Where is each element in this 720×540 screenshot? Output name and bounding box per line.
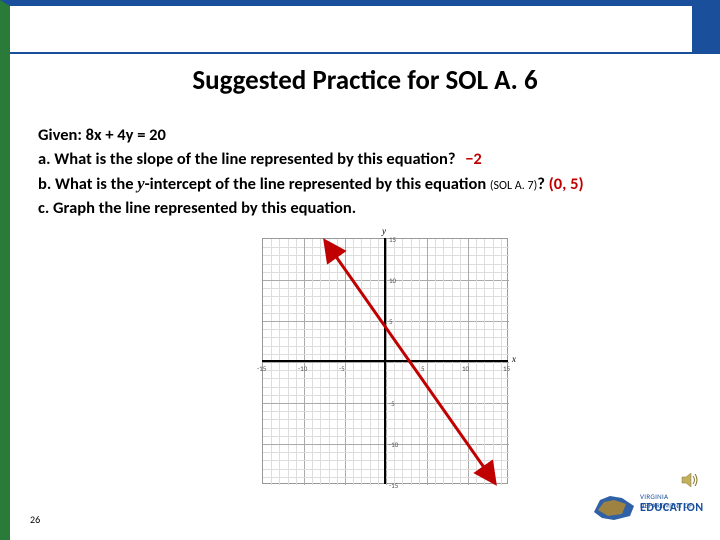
given-row: Given: 8x + 4y = 20	[38, 124, 710, 146]
page-title: Suggested Practice for SOL A. 6	[10, 64, 720, 97]
item-b-solref: (SOL A. 7)	[490, 179, 537, 193]
graph-line	[330, 248, 490, 476]
item-c-label: c.	[38, 198, 49, 218]
item-b-mid: -intercept of the line represented by th…	[145, 174, 490, 194]
virginia-shape-icon	[592, 492, 636, 522]
item-b-answer: (0, 5)	[549, 174, 584, 194]
item-b-y: y	[137, 174, 144, 193]
slide: Suggested Practice for SOL A. 6 Given: 8…	[0, 0, 720, 540]
graph-line-svg	[262, 238, 508, 484]
y-axis-label: y	[382, 226, 386, 236]
x-axis-label: x	[512, 354, 516, 364]
graph: -15-15-10-10-5-55510101515 x y	[262, 238, 508, 484]
item-a-answer: −2	[465, 149, 482, 169]
item-b-prefix: What is the	[55, 174, 137, 194]
logo-line2: EDUCATION	[640, 501, 704, 515]
given-label: Given:	[38, 125, 82, 145]
page-number: 26	[30, 513, 40, 526]
item-c: c. Graph the line represented by this eq…	[38, 197, 710, 219]
item-b-label: b.	[38, 174, 51, 194]
vdoe-logo: VIRGINIA DEPARTMENT OF EDUCATION	[592, 488, 702, 530]
item-a: a. What is the slope of the line represe…	[38, 148, 710, 170]
item-c-text: Graph the line represented by this equat…	[53, 198, 356, 218]
item-b-qmark: ?	[537, 174, 548, 194]
speaker-icon	[680, 470, 700, 490]
item-a-text: What is the slope of the line represente…	[54, 149, 455, 169]
equation: 8x + 4y = 20	[86, 125, 166, 145]
content-block: Given: 8x + 4y = 20 a. What is the slope…	[38, 124, 710, 221]
item-b: b. What is the y-intercept of the line r…	[38, 173, 710, 195]
item-a-label: a.	[38, 149, 51, 169]
